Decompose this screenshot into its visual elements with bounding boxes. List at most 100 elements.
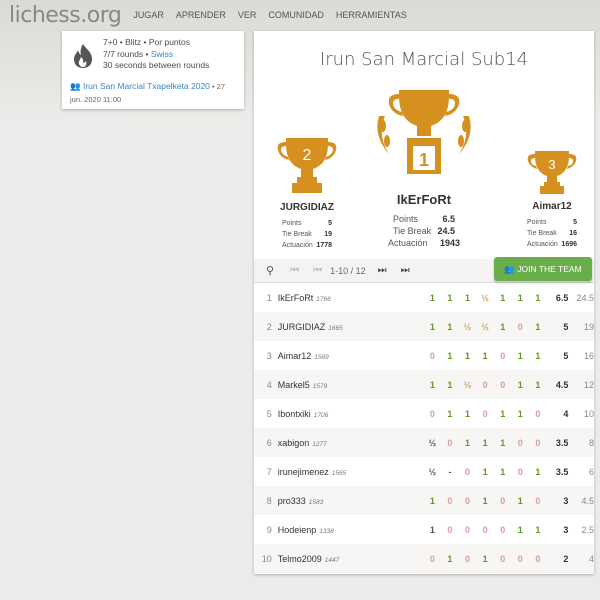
round-result[interactable]: ½ <box>481 321 489 332</box>
nav-comunidad[interactable]: COMUNIDAD <box>268 10 324 20</box>
round-result[interactable]: 1 <box>465 408 471 419</box>
player-name[interactable]: Hodeienp 1338 <box>278 525 424 535</box>
player-name[interactable]: Markel5 1579 <box>278 380 424 390</box>
round-result[interactable]: 0 <box>447 524 453 535</box>
nav-jugar[interactable]: JUGAR <box>133 10 164 20</box>
round-result[interactable]: 1 <box>429 379 435 390</box>
round-result[interactable]: ½ <box>463 321 472 332</box>
round-result[interactable]: 0 <box>447 437 453 448</box>
round-result[interactable]: 1 <box>482 466 488 477</box>
round-result[interactable]: 0 <box>535 495 541 506</box>
round-result[interactable]: 1 <box>447 350 453 361</box>
round-result[interactable]: 1 <box>517 524 523 535</box>
lichess-logo[interactable]: lichess.org <box>9 3 122 28</box>
round-result[interactable]: 0 <box>500 524 506 535</box>
round-result[interactable]: 0 <box>465 495 471 506</box>
table-row[interactable]: 10 Telmo2009 1447 0 1 0 1 0 0 0 2 4 <box>254 544 594 573</box>
round-result[interactable]: 1 <box>535 292 541 303</box>
table-row[interactable]: 9 Hodeienp 1338 1 0 0 0 0 1 1 3 2.5 <box>254 515 594 544</box>
prev-page-icon[interactable]: ⏮ <box>313 265 323 276</box>
round-result[interactable]: 1 <box>517 379 523 390</box>
player-name[interactable]: xabigon 1277 <box>278 438 424 448</box>
round-result[interactable]: 0 <box>465 553 471 564</box>
round-result[interactable]: 0 <box>482 524 488 535</box>
round-result[interactable]: 0 <box>429 553 435 564</box>
round-result[interactable]: 1 <box>500 466 506 477</box>
player-name[interactable]: Ibontxiki 1706 <box>278 409 424 419</box>
round-result[interactable]: 1 <box>447 379 453 390</box>
round-result[interactable]: 1 <box>535 350 541 361</box>
round-result[interactable]: 1 <box>535 321 541 332</box>
nav-aprender[interactable]: APRENDER <box>175 10 226 20</box>
round-result[interactable]: 0 <box>535 437 541 448</box>
round-result[interactable]: 1 <box>517 292 523 303</box>
round-result[interactable]: 1 <box>500 408 506 419</box>
player-name[interactable]: Telmo2009 1447 <box>278 554 424 564</box>
round-result[interactable]: 0 <box>429 350 435 361</box>
player-name[interactable]: JURGIDIAZ 1665 <box>278 322 424 332</box>
round-result[interactable]: 1 <box>535 466 541 477</box>
search-icon[interactable]: ⚲ <box>266 265 275 277</box>
round-result[interactable]: 0 <box>500 553 506 564</box>
round-result[interactable]: 1 <box>447 408 453 419</box>
round-result[interactable]: 1 <box>500 292 506 303</box>
round-result[interactable]: 1 <box>482 553 488 564</box>
table-row[interactable]: 8 pro333 1583 1 0 0 1 0 1 0 3 4.5 <box>254 486 594 515</box>
table-row[interactable]: 3 Aimar12 1589 0 1 1 1 0 1 1 5 16 <box>254 341 594 370</box>
round-result[interactable]: ½ <box>481 292 489 303</box>
table-row[interactable]: 5 Ibontxiki 1706 0 1 1 0 1 1 0 4 10 <box>254 399 594 428</box>
round-result[interactable]: 1 <box>429 292 435 303</box>
round-result[interactable]: 0 <box>500 350 506 361</box>
round-result[interactable]: 0 <box>500 379 506 390</box>
round-result[interactable]: 1 <box>482 437 488 448</box>
round-result[interactable]: 1 <box>482 350 488 361</box>
round-result[interactable]: ½ <box>428 466 437 477</box>
podium-third-name[interactable]: Aimar12 <box>532 201 572 212</box>
player-name[interactable]: Aimar12 1589 <box>278 351 424 361</box>
round-result[interactable]: ½ <box>428 437 437 448</box>
next-page-icon[interactable]: ⏭ <box>377 265 387 276</box>
round-result[interactable]: ½ <box>463 379 472 390</box>
last-page-icon[interactable]: ⏭ <box>400 265 410 276</box>
player-name[interactable]: IkErFoRt 1766 <box>278 293 424 303</box>
round-result[interactable]: 0 <box>429 408 435 419</box>
round-result[interactable]: 0 <box>535 553 541 564</box>
round-result[interactable]: 1 <box>500 437 506 448</box>
round-result[interactable]: 1 <box>465 292 471 303</box>
round-result[interactable]: 0 <box>482 408 488 419</box>
round-result[interactable]: 1 <box>482 495 488 506</box>
round-result[interactable]: 1 <box>517 408 523 419</box>
round-result[interactable]: 1 <box>429 321 435 332</box>
round-result[interactable]: 1 <box>465 350 471 361</box>
round-result[interactable]: 0 <box>465 524 471 535</box>
round-result[interactable]: 1 <box>517 350 523 361</box>
table-row[interactable]: 4 Markel5 1579 1 1 ½ 0 0 1 1 4.5 12 <box>254 370 594 399</box>
round-result[interactable]: 0 <box>517 466 523 477</box>
round-result[interactable]: 0 <box>500 495 506 506</box>
round-result[interactable]: 0 <box>465 466 471 477</box>
round-result[interactable]: 0 <box>447 495 453 506</box>
round-result[interactable]: 1 <box>500 321 506 332</box>
round-result[interactable]: 1 <box>517 495 523 506</box>
join-team-button[interactable]: 👥 JOIN THE TEAM <box>494 257 592 281</box>
round-result[interactable]: 0 <box>517 553 523 564</box>
table-row[interactable]: 6 xabigon 1277 ½ 0 1 1 1 0 0 3.5 8 <box>254 428 594 457</box>
round-result[interactable]: 1 <box>447 321 453 332</box>
round-result[interactable]: 1 <box>465 437 471 448</box>
table-row[interactable]: 1 IkErFoRt 1766 1 1 1 ½ 1 1 1 6.5 24.5 <box>254 283 594 312</box>
nav-herramientas[interactable]: HERRAMIENTAS <box>335 10 407 20</box>
round-result[interactable]: 0 <box>517 437 523 448</box>
team-link[interactable]: Irun San Marcial Txapelketa 2020 <box>82 80 210 91</box>
table-row[interactable]: 2 JURGIDIAZ 1665 1 1 ½ ½ 1 0 1 5 19 <box>254 312 594 341</box>
swiss-link[interactable]: Swiss <box>150 48 174 59</box>
podium-first-name[interactable]: IkErFoRt <box>396 192 452 207</box>
round-result[interactable]: 1 <box>535 379 541 390</box>
round-result[interactable]: 0 <box>517 321 523 332</box>
round-result[interactable]: 1 <box>535 524 541 535</box>
player-name[interactable]: irunejimenez 1565 <box>278 467 424 477</box>
round-result[interactable]: 1 <box>429 495 435 506</box>
round-result[interactable]: 0 <box>482 379 488 390</box>
round-result[interactable]: 1 <box>447 292 453 303</box>
round-result[interactable]: 0 <box>535 408 541 419</box>
table-row[interactable]: 7 irunejimenez 1565 ½ -0 1 1 0 1 3.5 6 <box>254 457 594 486</box>
